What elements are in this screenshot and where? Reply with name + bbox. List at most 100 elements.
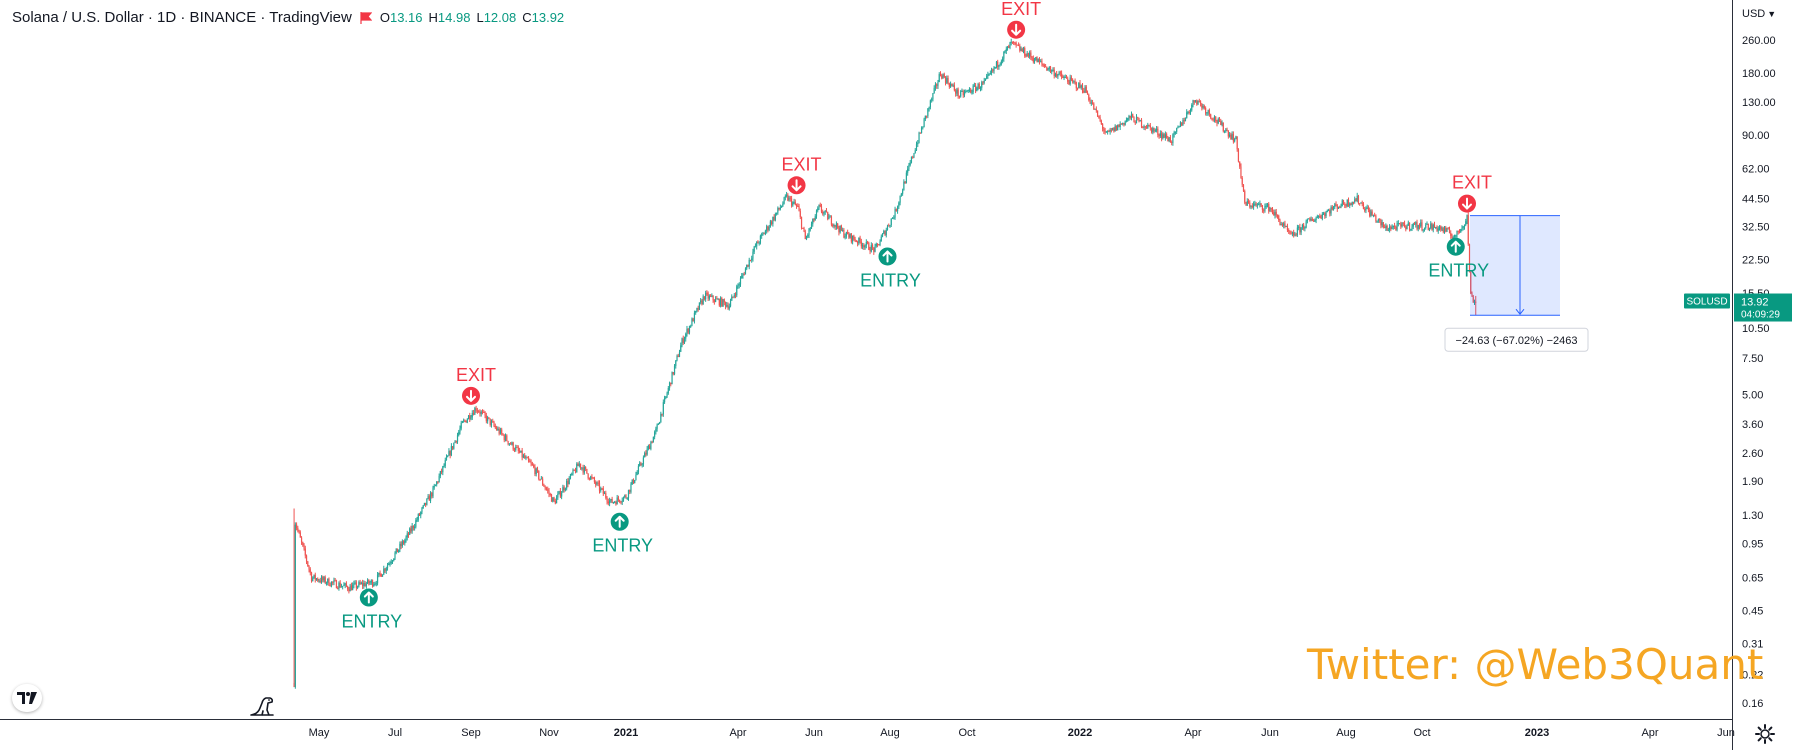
candle-body bbox=[1042, 63, 1044, 66]
candle-body bbox=[576, 463, 578, 473]
candle-body bbox=[370, 580, 372, 583]
candle-body bbox=[608, 500, 611, 504]
candle-body bbox=[550, 494, 553, 502]
candle-body bbox=[919, 132, 921, 134]
candle-body bbox=[452, 446, 454, 449]
candle-body bbox=[958, 96, 961, 98]
candle-body bbox=[620, 501, 622, 503]
candle-body bbox=[347, 586, 349, 590]
candle-body bbox=[1171, 141, 1173, 143]
time-tick-label: Jul bbox=[388, 727, 402, 739]
candle-body bbox=[334, 580, 336, 582]
candle-body bbox=[715, 298, 717, 302]
candle-body bbox=[374, 583, 376, 585]
candle-body bbox=[927, 108, 929, 116]
candle-body bbox=[380, 573, 382, 577]
candle-body bbox=[752, 251, 754, 259]
candle-body bbox=[1395, 226, 1397, 230]
candle-body bbox=[1392, 225, 1394, 228]
candle-body bbox=[1064, 76, 1066, 78]
candle-body bbox=[431, 492, 433, 497]
candle-body bbox=[1192, 100, 1194, 106]
exit-signal: EXIT bbox=[782, 154, 822, 195]
candle-body bbox=[812, 218, 814, 225]
candle-body bbox=[761, 234, 763, 236]
candle-body bbox=[1275, 211, 1277, 216]
candle-body bbox=[783, 197, 785, 204]
candle-body bbox=[378, 572, 380, 575]
candle-body bbox=[1270, 208, 1272, 210]
candle-body bbox=[645, 453, 647, 455]
candle-body bbox=[690, 325, 692, 327]
candle-body bbox=[330, 581, 333, 586]
candle-body bbox=[1118, 124, 1120, 127]
candle-body bbox=[671, 372, 673, 385]
symbol-title[interactable]: Solana / U.S. Dollar · 1D · BINANCE · Tr… bbox=[12, 9, 352, 26]
candle-body bbox=[718, 299, 720, 306]
candle-body bbox=[483, 411, 485, 413]
candle-body bbox=[344, 583, 346, 586]
candle-body bbox=[448, 451, 450, 456]
candle-body bbox=[990, 69, 993, 74]
candle-body bbox=[979, 87, 982, 89]
candle-body bbox=[544, 486, 546, 489]
candle-body bbox=[789, 197, 791, 199]
candle-body bbox=[466, 419, 468, 423]
candle-body bbox=[1169, 137, 1171, 142]
chart-legend: Solana / U.S. Dollar · 1D · BINANCE · Tr… bbox=[12, 9, 564, 26]
price-tick-label: 1.90 bbox=[1742, 476, 1763, 488]
dinosaur-icon[interactable] bbox=[248, 690, 276, 718]
candle-body bbox=[1457, 230, 1459, 232]
measure-label-box bbox=[1444, 327, 1589, 352]
candle-body bbox=[924, 115, 926, 120]
candle-body bbox=[803, 228, 805, 232]
candle-body bbox=[428, 496, 430, 501]
candle-body bbox=[1242, 184, 1245, 192]
candle-body bbox=[1463, 224, 1466, 227]
exit-label: EXIT bbox=[456, 365, 496, 385]
candle-body bbox=[833, 224, 835, 227]
settings-gear-icon[interactable] bbox=[1754, 723, 1776, 745]
candle-body bbox=[795, 204, 798, 206]
candle-body bbox=[1076, 88, 1079, 90]
candle-body bbox=[1336, 205, 1338, 209]
candle-body bbox=[1029, 52, 1031, 57]
candle-body bbox=[827, 212, 829, 220]
entry-signal: ENTRY bbox=[592, 512, 653, 556]
candle-body bbox=[465, 420, 467, 423]
candle-body bbox=[629, 489, 631, 492]
candle-body bbox=[507, 440, 509, 444]
candle-body bbox=[656, 424, 658, 429]
candle-body bbox=[891, 217, 894, 219]
candle-body bbox=[1197, 101, 1199, 105]
candle-body bbox=[1471, 293, 1473, 297]
candle-body bbox=[455, 440, 457, 442]
candle-body bbox=[1309, 218, 1311, 221]
candle-body bbox=[318, 580, 320, 582]
candle-body bbox=[536, 468, 539, 471]
candle-body bbox=[771, 221, 773, 224]
candle-body bbox=[1446, 228, 1448, 232]
candle-body bbox=[1415, 222, 1417, 225]
candle-body bbox=[1056, 73, 1058, 77]
candle-body bbox=[1021, 48, 1023, 52]
candle-body bbox=[1407, 222, 1409, 226]
candle-body bbox=[1306, 219, 1308, 222]
tradingview-logo-icon[interactable] bbox=[12, 684, 42, 712]
red-flag-icon[interactable] bbox=[360, 11, 372, 24]
candle-body bbox=[1304, 227, 1306, 229]
candle-body bbox=[1380, 219, 1382, 226]
candle-body bbox=[807, 235, 809, 237]
candle-body bbox=[1285, 226, 1287, 228]
currency-selector[interactable]: USD ▼ bbox=[1742, 8, 1776, 20]
candle-body bbox=[439, 471, 441, 477]
candle-body bbox=[558, 491, 560, 494]
candle-body bbox=[510, 443, 512, 445]
candle-body bbox=[388, 563, 390, 566]
candle-body bbox=[1057, 74, 1059, 77]
candle-body bbox=[692, 318, 694, 322]
price-tick-label: 0.31 bbox=[1742, 639, 1763, 651]
candle-body bbox=[453, 442, 455, 449]
